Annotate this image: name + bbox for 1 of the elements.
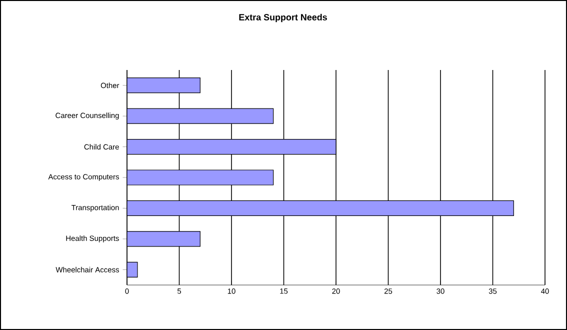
chart-title: Extra Support Needs [239, 14, 327, 22]
